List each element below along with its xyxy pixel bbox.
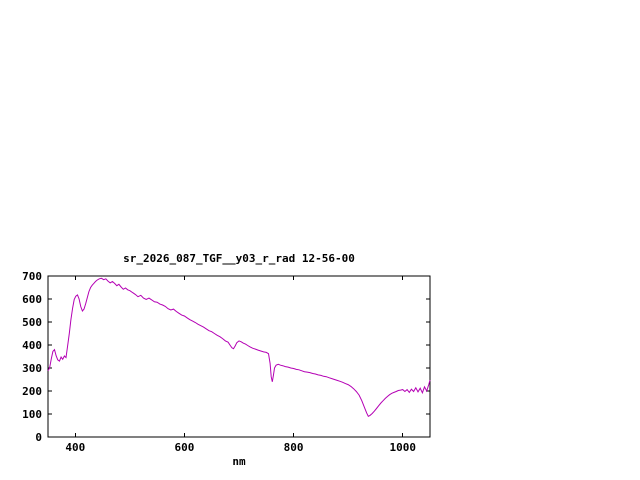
x-axis-label: nm <box>232 455 246 468</box>
plot-border <box>47 275 431 438</box>
y-tick-label: 500 <box>22 316 42 329</box>
y-tick-label: 400 <box>22 339 42 352</box>
y-tick-label: 600 <box>22 293 42 306</box>
y-tick-label: 100 <box>22 408 42 421</box>
x-tick-label: 400 <box>65 441 85 454</box>
y-axis-ticks: 0 100 200 300 400 500 600 700 <box>22 270 430 444</box>
y-tick-label: 300 <box>22 362 42 375</box>
y-tick-label: 0 <box>35 431 42 444</box>
chart-title: sr_2026_087_TGF__y03_r_rad 12-56-00 <box>123 252 355 265</box>
x-tick-label: 1000 <box>389 441 416 454</box>
spectrum-line <box>47 277 431 417</box>
x-axis-ticks: 400 600 800 1000 <box>65 276 416 454</box>
x-tick-label: 600 <box>174 441 194 454</box>
y-tick-label: 700 <box>22 270 42 283</box>
y-tick-label: 200 <box>22 385 42 398</box>
x-tick-label: 800 <box>284 441 304 454</box>
